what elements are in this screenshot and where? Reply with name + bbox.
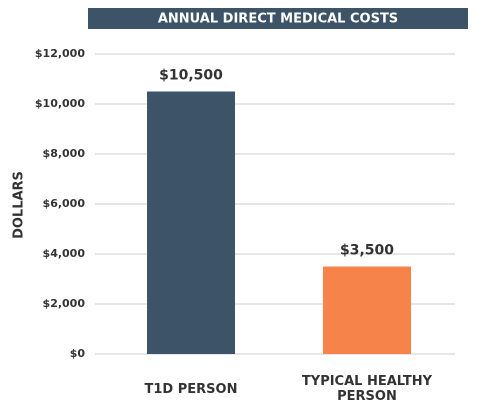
value-label: $10,500 <box>159 68 223 84</box>
y-tick-label: $12,000 <box>35 47 85 60</box>
y-tick-label: $2,000 <box>43 297 86 310</box>
value-label: $3,500 <box>340 243 394 259</box>
bar <box>323 266 411 354</box>
y-tick-label: $8,000 <box>43 147 86 160</box>
chart-title: ANNUAL DIRECT MEDICAL COSTS <box>158 12 398 27</box>
x-tick-label: TYPICAL HEALTHY PERSON <box>301 374 433 403</box>
title-banner <box>88 8 468 29</box>
x-tick-label: T1D PERSON <box>144 381 238 397</box>
bar <box>147 91 235 354</box>
y-tick-label: $0 <box>70 347 86 360</box>
y-tick-label: $10,000 <box>35 97 85 110</box>
y-tick-label: $4,000 <box>43 247 86 260</box>
y-axis-label: DOLLARS <box>12 171 27 239</box>
y-tick-label: $6,000 <box>43 197 86 210</box>
